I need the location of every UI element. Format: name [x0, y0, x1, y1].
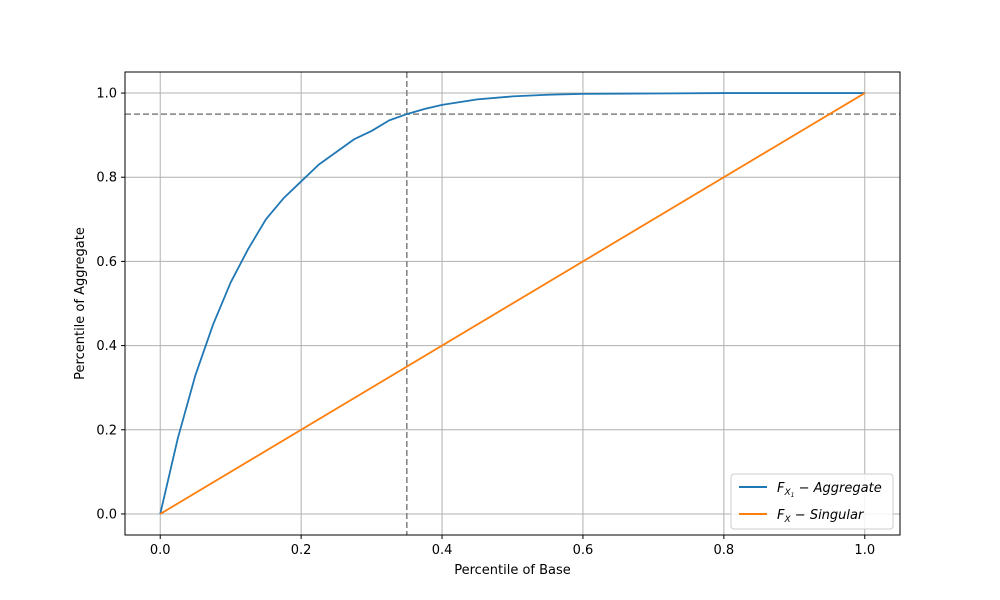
x-tick-label: 0.2 — [291, 543, 312, 558]
series-line-1 — [159, 92, 865, 515]
y-tick-label: 0.6 — [96, 255, 117, 270]
legend-box — [730, 473, 894, 530]
x-tick-label: 0.8 — [714, 543, 735, 558]
x-tick-label: 0.6 — [573, 543, 594, 558]
plot-area-frame — [124, 71, 901, 536]
x-axis-label: Percentile of Base — [454, 563, 571, 578]
legend-label: FX − Singular — [777, 508, 865, 525]
ticks: 0.0 0.2 0.4 0.6 0.8 1.0 0.0 0.2 0.4 0.6 0.8 1.0 — [96, 87, 875, 558]
x-tick-label: 1.0 — [854, 543, 875, 558]
x-tick-label: 0.0 — [150, 543, 171, 558]
y-axis-label: Percentile of Aggregate — [73, 227, 88, 380]
y-tick-label: 0.0 — [96, 507, 117, 522]
legend-label: FX1 − Aggregate — [777, 481, 882, 499]
series-group — [159, 92, 866, 515]
series-line-2 — [159, 92, 866, 515]
x-tick-label: 0.4 — [432, 543, 453, 558]
reference-lines — [125, 72, 900, 535]
y-tick-label: 0.4 — [96, 339, 117, 354]
legend: FX1 − Aggregate FX − Singular — [730, 473, 894, 530]
y-tick-label: 1.0 — [96, 87, 117, 102]
y-tick-label: 0.2 — [96, 423, 117, 438]
y-tick-label: 0.8 — [96, 171, 117, 186]
